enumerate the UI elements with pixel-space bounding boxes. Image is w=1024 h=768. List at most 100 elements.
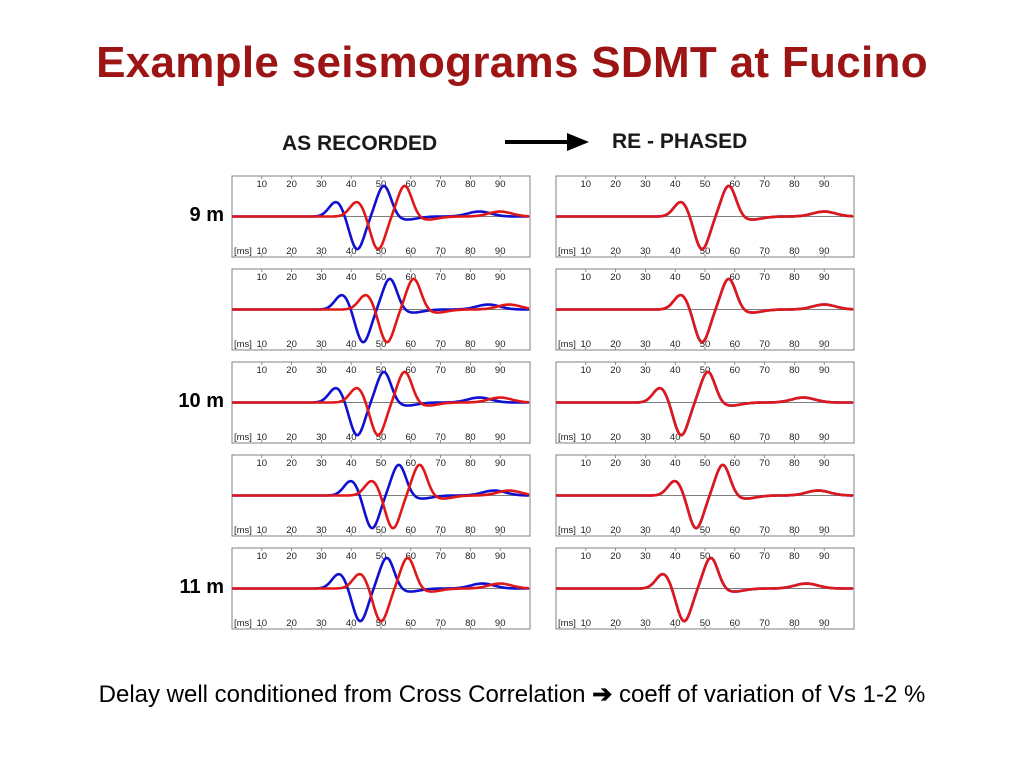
trace-red <box>556 184 854 251</box>
x-tick-label-top: 70 <box>759 272 770 283</box>
x-tick-label-bottom: 70 <box>759 432 770 443</box>
x-tick-label-bottom: 50 <box>700 432 711 443</box>
x-tick-label-bottom: 50 <box>700 246 711 257</box>
x-tick-label-top: 20 <box>610 365 621 376</box>
x-tick-label-top: 80 <box>465 272 476 283</box>
x-tick-label-bottom: 30 <box>640 246 651 257</box>
x-tick-label-top: 10 <box>581 551 592 562</box>
x-tick-label-bottom: 90 <box>819 618 830 629</box>
x-tick-label-top: 40 <box>346 458 357 469</box>
x-tick-label-top: 60 <box>406 272 417 283</box>
x-unit-label: [ms] <box>558 618 576 629</box>
x-tick-label-bottom: 50 <box>700 525 711 536</box>
x-tick-label-top: 30 <box>640 458 651 469</box>
x-tick-label-top: 20 <box>610 458 621 469</box>
x-tick-label-bottom: 20 <box>286 432 297 443</box>
depth-label: 11 m <box>179 575 224 598</box>
x-tick-label-bottom: 30 <box>316 618 327 629</box>
x-unit-label: [ms] <box>234 246 252 257</box>
trace-red <box>232 184 530 251</box>
x-tick-label-bottom: 20 <box>610 246 621 257</box>
x-tick-label-top: 10 <box>581 179 592 190</box>
x-tick-label-top: 80 <box>789 365 800 376</box>
x-tick-label-top: 60 <box>730 458 741 469</box>
x-tick-label-bottom: 20 <box>286 525 297 536</box>
x-tick-label-bottom: 10 <box>257 246 268 257</box>
x-tick-label-bottom: 20 <box>610 339 621 350</box>
x-tick-label-top: 20 <box>286 272 297 283</box>
x-tick-label-top: 10 <box>257 272 268 283</box>
trace-red <box>232 463 530 530</box>
x-tick-label-top: 20 <box>286 458 297 469</box>
x-tick-label-bottom: 80 <box>789 246 800 257</box>
x-tick-label-bottom: 30 <box>640 618 651 629</box>
x-tick-label-top: 90 <box>495 272 506 283</box>
re-phased-heading: RE - PHASED <box>612 130 748 153</box>
x-tick-label-top: 30 <box>316 551 327 562</box>
x-tick-label-bottom: 70 <box>435 525 446 536</box>
x-tick-label-top: 70 <box>435 272 446 283</box>
x-tick-label-bottom: 30 <box>640 339 651 350</box>
x-tick-label-bottom: 70 <box>435 432 446 443</box>
x-tick-label-top: 60 <box>406 551 417 562</box>
x-tick-label-top: 40 <box>670 365 681 376</box>
x-tick-label-bottom: 80 <box>465 432 476 443</box>
x-tick-label-top: 50 <box>700 365 711 376</box>
trace-red <box>232 277 530 344</box>
seismogram-panel: 10 10 20 20 30 30 40 40 50 50 60 60 70 70 80 80 90 90 [ms] <box>231 268 531 351</box>
x-tick-label-bottom: 10 <box>257 339 268 350</box>
x-tick-label-top: 30 <box>640 365 651 376</box>
x-tick-label-bottom: 90 <box>495 246 506 257</box>
x-tick-label-bottom: 80 <box>789 525 800 536</box>
x-unit-label: [ms] <box>558 339 576 350</box>
x-tick-label-top: 70 <box>435 458 446 469</box>
x-tick-label-top: 80 <box>789 179 800 190</box>
seismogram-panel: 10 10 20 20 30 30 40 40 50 50 60 60 70 70 80 80 90 90 [ms] <box>555 547 855 630</box>
x-tick-label-top: 40 <box>346 272 357 283</box>
x-tick-label-bottom: 60 <box>406 246 417 257</box>
x-tick-label-bottom: 70 <box>759 339 770 350</box>
trace-red <box>232 370 530 437</box>
x-tick-label-bottom: 60 <box>730 618 741 629</box>
x-tick-label-bottom: 10 <box>581 246 592 257</box>
x-tick-label-top: 50 <box>376 272 387 283</box>
x-tick-label-top: 50 <box>376 458 387 469</box>
x-tick-label-bottom: 80 <box>465 339 476 350</box>
x-tick-label-bottom: 70 <box>759 618 770 629</box>
x-tick-label-top: 70 <box>759 551 770 562</box>
x-tick-label-bottom: 50 <box>700 339 711 350</box>
caption: Delay well conditioned from Cross Correl… <box>0 680 1024 709</box>
x-tick-label-bottom: 60 <box>730 246 741 257</box>
x-tick-label-bottom: 50 <box>376 525 387 536</box>
x-tick-label-bottom: 40 <box>346 246 357 257</box>
x-tick-label-bottom: 90 <box>819 339 830 350</box>
x-tick-label-top: 30 <box>640 551 651 562</box>
x-unit-label: [ms] <box>234 432 252 443</box>
x-tick-label-top: 10 <box>257 179 268 190</box>
seismogram-panel: 10 10 20 20 30 30 40 40 50 50 60 60 70 70 80 80 90 90 [ms] <box>231 547 531 630</box>
x-tick-label-bottom: 80 <box>465 525 476 536</box>
x-tick-label-bottom: 60 <box>730 432 741 443</box>
x-tick-label-bottom: 10 <box>581 432 592 443</box>
x-tick-label-bottom: 90 <box>495 618 506 629</box>
x-tick-label-bottom: 10 <box>581 618 592 629</box>
caption-arrow-icon: ➔ <box>592 681 613 708</box>
x-tick-label-bottom: 80 <box>789 339 800 350</box>
x-tick-label-top: 80 <box>789 458 800 469</box>
x-tick-label-top: 60 <box>730 365 741 376</box>
x-tick-label-top: 40 <box>670 272 681 283</box>
caption-text-start: Delay well conditioned from Cross Correl… <box>98 681 586 708</box>
caption-text-end: coeff of variation of Vs 1-2 % <box>618 681 926 708</box>
x-tick-label-bottom: 50 <box>700 618 711 629</box>
x-tick-label-bottom: 80 <box>465 618 476 629</box>
seismogram-panel: 10 10 20 20 30 30 40 40 50 50 60 60 70 70 80 80 90 90 [ms] <box>231 175 531 258</box>
x-tick-label-bottom: 40 <box>670 339 681 350</box>
x-tick-label-bottom: 20 <box>610 432 621 443</box>
x-tick-label-bottom: 90 <box>819 246 830 257</box>
x-tick-label-bottom: 20 <box>286 618 297 629</box>
x-tick-label-top: 40 <box>670 179 681 190</box>
x-tick-label-top: 20 <box>610 179 621 190</box>
right-arrow-icon <box>505 133 589 151</box>
x-tick-label-top: 80 <box>465 179 476 190</box>
x-tick-label-bottom: 30 <box>316 525 327 536</box>
